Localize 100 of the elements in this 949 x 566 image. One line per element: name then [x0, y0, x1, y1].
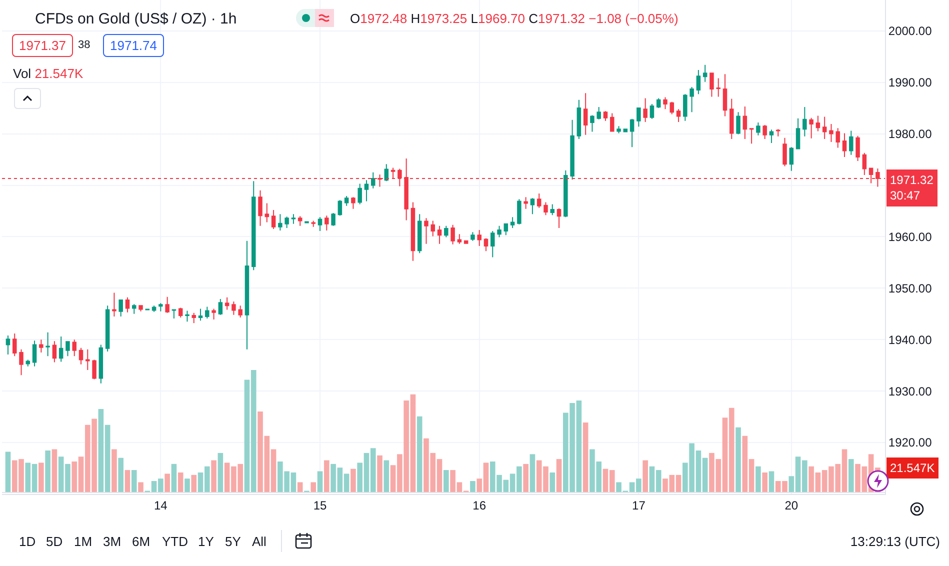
bar	[45, 450, 50, 492]
bar	[736, 427, 741, 492]
candlestick	[178, 307, 183, 318]
candlestick	[132, 304, 136, 314]
candlestick	[730, 98, 734, 140]
candlestick	[86, 348, 90, 370]
bar	[218, 452, 224, 492]
candlestick	[6, 335, 10, 356]
candlestick	[66, 341, 70, 357]
candlestick	[802, 106, 807, 137]
text: 1M	[74, 534, 92, 549]
bar	[297, 482, 303, 492]
bar	[642, 460, 648, 492]
candlestick	[118, 300, 123, 317]
y-tick-label: 1980.00	[888, 126, 932, 141]
candlestick	[716, 78, 720, 98]
candlestick	[344, 196, 349, 206]
candlestick	[410, 202, 416, 262]
candlestick	[564, 170, 568, 218]
bar	[184, 478, 190, 492]
candlestick	[371, 172, 376, 189]
candlestick	[271, 209, 276, 230]
candlestick	[524, 196, 528, 210]
candlestick	[92, 359, 96, 380]
bar	[310, 482, 316, 492]
candlestick	[849, 130, 854, 156]
text: 5D	[46, 534, 63, 549]
candlestick	[358, 183, 362, 205]
candlestick	[822, 116, 827, 140]
candlestick	[544, 202, 548, 216]
text: 1D	[19, 534, 36, 549]
bar	[444, 470, 449, 492]
x-tick-label: 20	[784, 498, 798, 512]
candlestick	[52, 340, 57, 363]
y-tick-label: 1990.00	[888, 76, 932, 90]
bar	[191, 474, 197, 492]
bar	[131, 470, 137, 492]
candlestick	[264, 202, 270, 223]
candlestick	[185, 310, 190, 322]
candlestick	[816, 115, 820, 132]
candlestick	[58, 336, 64, 362]
candlestick	[570, 119, 574, 180]
candlestick	[417, 214, 422, 254]
text: 1Y	[198, 534, 214, 549]
candlestick	[683, 94, 688, 122]
candlestick	[112, 292, 116, 317]
candlestick	[710, 72, 714, 98]
candlestick	[663, 96, 668, 110]
candlestick	[477, 230, 482, 246]
bar	[848, 459, 854, 492]
bar	[52, 449, 58, 492]
candlestick	[536, 192, 542, 208]
y-tick-label: 1960.00	[888, 230, 932, 244]
text: YTD	[162, 534, 188, 549]
bar	[5, 452, 11, 492]
text: 5Y	[225, 534, 241, 549]
candlestick	[311, 220, 316, 228]
bar	[470, 481, 476, 492]
text: 13:29:13 (UTC)	[850, 534, 940, 549]
candlestick	[517, 198, 522, 225]
candlestick	[610, 112, 614, 132]
bar	[138, 482, 144, 492]
candlestick	[12, 332, 17, 357]
candlestick	[842, 132, 847, 158]
candlestick	[364, 180, 369, 202]
candlestick	[590, 114, 594, 132]
bar	[768, 471, 774, 492]
candlestick	[384, 164, 389, 182]
x-tick-label: 15	[313, 498, 328, 512]
candlestick	[238, 305, 242, 318]
candlestick	[636, 108, 641, 128]
candlestick	[616, 126, 621, 134]
annotation: 1971.37	[12, 34, 73, 57]
ref-line-label: 1971.32 30:47	[890, 173, 934, 203]
candlestick	[39, 339, 44, 353]
bar	[118, 458, 124, 492]
candlestick	[603, 110, 608, 122]
bar	[317, 471, 323, 492]
candlestick	[32, 340, 37, 367]
candlestick	[583, 92, 588, 136]
y-tick-label: 1950.00	[888, 281, 932, 296]
candlestick	[165, 296, 170, 314]
text: All	[252, 534, 266, 549]
candlestick	[530, 198, 535, 215]
candlestick	[298, 216, 302, 226]
candlestick	[556, 208, 562, 228]
candlestick	[490, 230, 495, 258]
candlestick	[596, 106, 601, 120]
bar	[112, 449, 117, 492]
candlestick	[46, 332, 50, 357]
candlestick	[105, 305, 110, 352]
candlestick	[829, 124, 834, 143]
candlestick	[769, 129, 774, 144]
candlestick	[218, 298, 223, 316]
candlestick	[862, 152, 867, 176]
candlestick	[430, 220, 435, 237]
bar	[124, 470, 130, 492]
candlestick	[172, 308, 176, 320]
candlestick	[424, 218, 428, 244]
candlestick	[457, 234, 462, 244]
